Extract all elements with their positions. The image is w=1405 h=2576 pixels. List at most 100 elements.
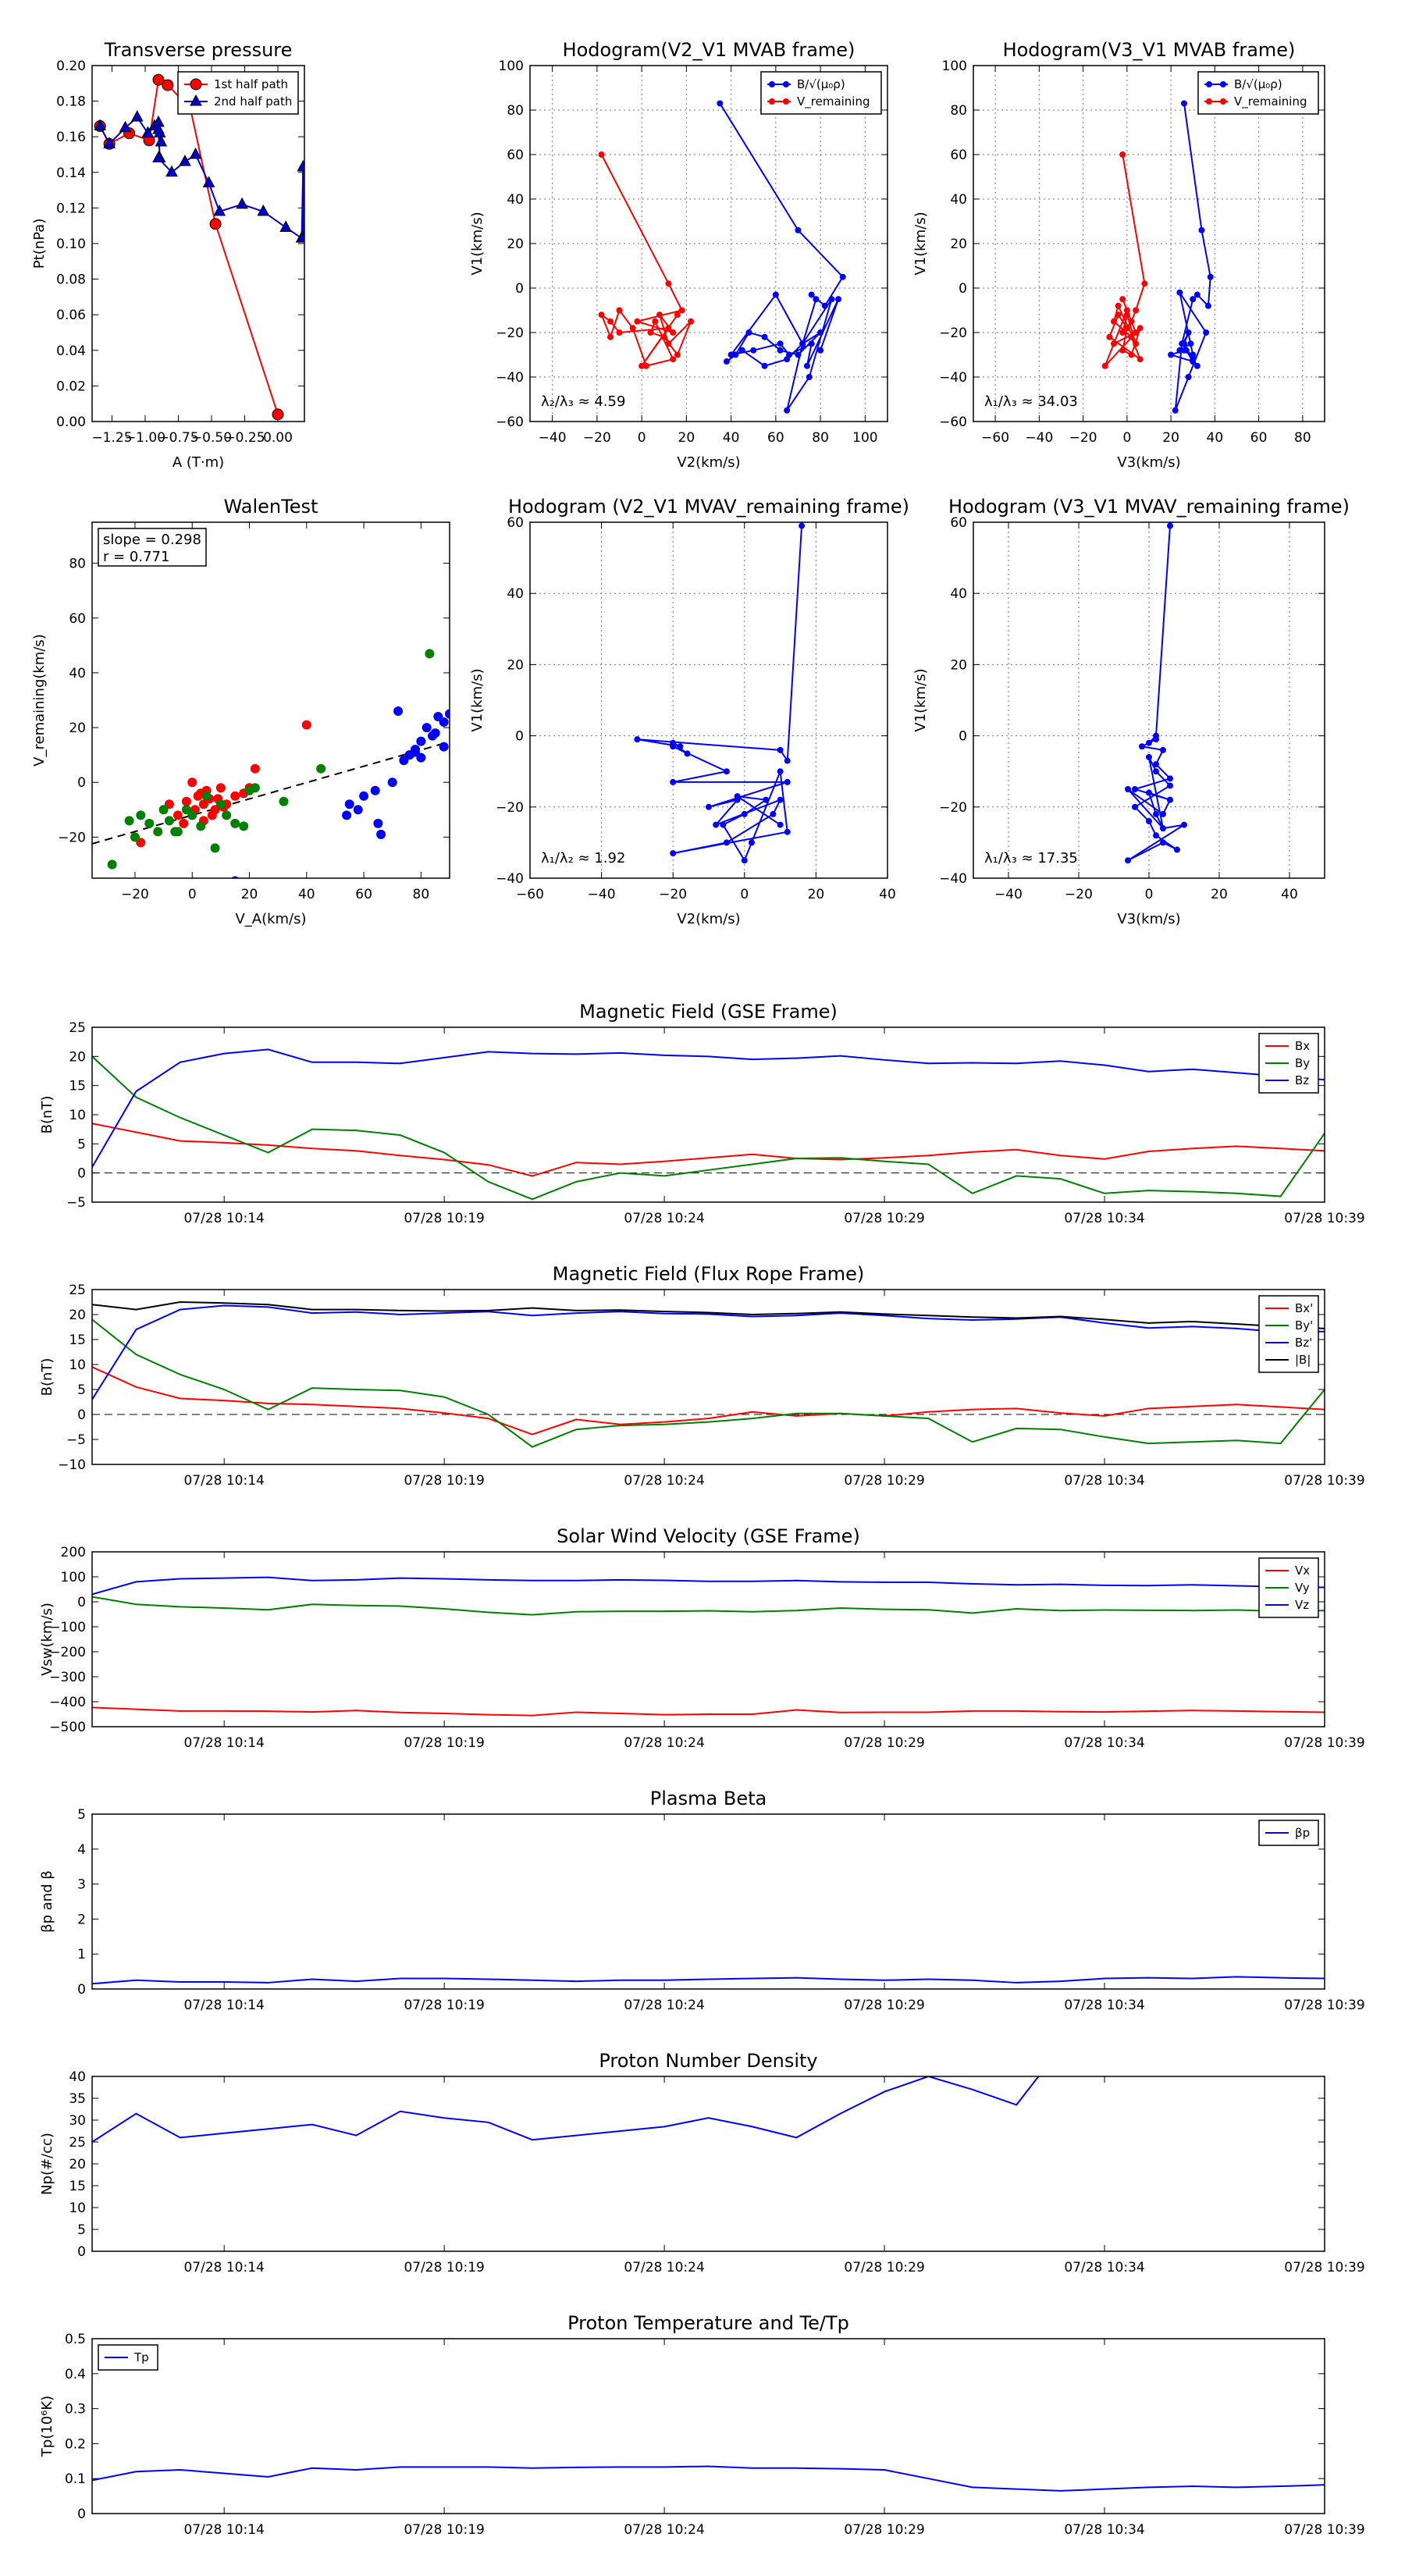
chart-solar_wind_velocity: Solar Wind Velocity (GSE Frame) 07/28 10:…	[39, 1525, 1365, 1751]
stats-line: r = 0.771	[103, 549, 169, 565]
data-point-19	[316, 763, 326, 774]
data-point-5	[1123, 311, 1130, 318]
x-tick-label: −20	[1065, 887, 1093, 902]
data-point-8	[1132, 786, 1138, 792]
data-point-7	[181, 796, 191, 806]
y-tick-label: 0.20	[56, 59, 86, 74]
y-axis-label: B(nT)	[39, 1358, 55, 1397]
data-point-1	[795, 226, 802, 233]
data-point-13	[1181, 821, 1187, 828]
data-point-0	[107, 859, 117, 870]
data-point-15	[202, 176, 215, 187]
x-tick-label: −40	[1025, 430, 1053, 446]
legend-label: Bx'	[1295, 1301, 1313, 1315]
y-tick-label: 80	[507, 103, 524, 119]
data-point-8	[1111, 318, 1117, 325]
y-tick-label: 5	[77, 2222, 86, 2238]
plot-frame	[91, 1551, 1325, 1727]
x-tick-label: 07/28 10:39	[1284, 2522, 1364, 2538]
series-line	[92, 1304, 1325, 1400]
series-vx	[92, 1706, 1325, 1717]
series-2nd-half-path	[94, 110, 304, 243]
chart-transverse_pressure: Transverse pressure −1.25−1.00−0.75−0.50−…	[31, 39, 305, 471]
data-point-0	[187, 777, 197, 788]
data-point-11	[230, 791, 240, 801]
data-point-4	[677, 743, 684, 750]
data-point-16	[1174, 846, 1180, 853]
data-point-10	[1146, 789, 1152, 796]
data-point-legend	[783, 98, 789, 105]
y-tick-label: 15	[69, 1332, 86, 1348]
data-point-18	[738, 347, 745, 354]
plot-area	[92, 1300, 1325, 1448]
data-point-1	[103, 137, 116, 148]
series-line	[92, 1318, 1325, 1448]
y-tick-label: 20	[507, 237, 524, 252]
series-bx-	[92, 1366, 1325, 1436]
y-tick-label: 0	[77, 1166, 86, 1182]
data-point-legend	[769, 81, 775, 87]
series-bz-	[92, 1304, 1325, 1400]
chart-hodogram_v3v1_mvab: Hodogram(V3_V1 MVAB frame) −60 −40 −20 0 20 40…	[912, 39, 1325, 471]
y-tick-label: 100	[499, 59, 524, 74]
x-tick-label: 07/28 10:14	[183, 1735, 264, 1751]
data-point-17	[250, 783, 260, 793]
x-tick-label: 07/28 10:39	[1284, 1998, 1364, 2013]
plot-area	[1125, 522, 1187, 864]
y-axis-label: V_remaining(km/s)	[31, 634, 48, 767]
annotation-label: λ₁/λ₃ ≈ 17.35	[984, 850, 1078, 866]
y-tick-label: 5	[77, 1382, 86, 1398]
data-point-22	[674, 311, 681, 318]
y-tick-label: −100	[49, 1620, 86, 1635]
data-point-4	[1119, 329, 1126, 336]
legend-label: Tp	[133, 2350, 149, 2364]
x-tick-label: 40	[879, 887, 896, 902]
x-tick-label: −40	[994, 887, 1023, 902]
data-point-2	[119, 120, 132, 133]
legend-label: Vz	[1295, 1598, 1309, 1612]
data-point-11	[1190, 351, 1197, 358]
series-bz	[92, 1048, 1325, 1168]
data-point-27	[808, 340, 815, 347]
data-point-15	[1183, 347, 1190, 354]
y-tick-label: 0.04	[56, 343, 86, 359]
data-point-14	[629, 325, 636, 332]
chart-title: Hodogram (V3_V1 MVAV_remaining frame)	[948, 496, 1350, 518]
data-point-16	[1136, 325, 1144, 332]
data-point-7	[670, 743, 677, 750]
series-line	[92, 2076, 1040, 2143]
data-point-11	[652, 318, 659, 325]
x-tick-label: 07/28 10:19	[404, 1998, 484, 2013]
data-point-19	[1185, 329, 1192, 336]
legend: Vx Vy Vz	[1258, 1557, 1319, 1618]
x-tick-label: −20	[1069, 430, 1097, 446]
chart-magnetic_field_gse: Magnetic Field (GSE Frame) 07/28 10:14 07/…	[39, 1001, 1365, 1226]
y-tick-label: 25	[69, 1020, 86, 1036]
data-point-15	[770, 810, 777, 817]
data-point-7	[209, 218, 222, 230]
data-point-21	[1153, 768, 1159, 775]
data-point-2	[839, 273, 846, 280]
x-tick-label: 07/28 10:29	[844, 1998, 924, 2013]
x-tick-label: 07/28 10:29	[844, 2522, 924, 2538]
data-point-13	[250, 763, 260, 774]
chart-title: Hodogram(V3_V1 MVAB frame)	[1003, 39, 1296, 61]
data-point-10	[136, 810, 146, 820]
series-0	[634, 522, 806, 864]
y-tick-label: 0	[515, 281, 524, 297]
data-point-21	[1187, 340, 1194, 347]
y-tick-label: 200	[61, 1545, 86, 1560]
data-point-11	[153, 827, 163, 837]
annotation-label: λ₁/λ₂ ≈ 1.92	[541, 850, 625, 866]
data-point-11	[1153, 810, 1159, 817]
x-tick-label: 0	[638, 430, 646, 446]
y-tick-label: 0	[77, 2507, 86, 2522]
data-point-0	[344, 799, 354, 809]
data-point-15	[616, 307, 623, 314]
data-point-0	[799, 522, 806, 529]
data-point-9	[1128, 333, 1135, 340]
data-point-20	[665, 325, 672, 332]
data-point-9	[670, 778, 677, 785]
y-tick-label: 20	[950, 237, 967, 252]
legend-label: By	[1295, 1056, 1310, 1070]
